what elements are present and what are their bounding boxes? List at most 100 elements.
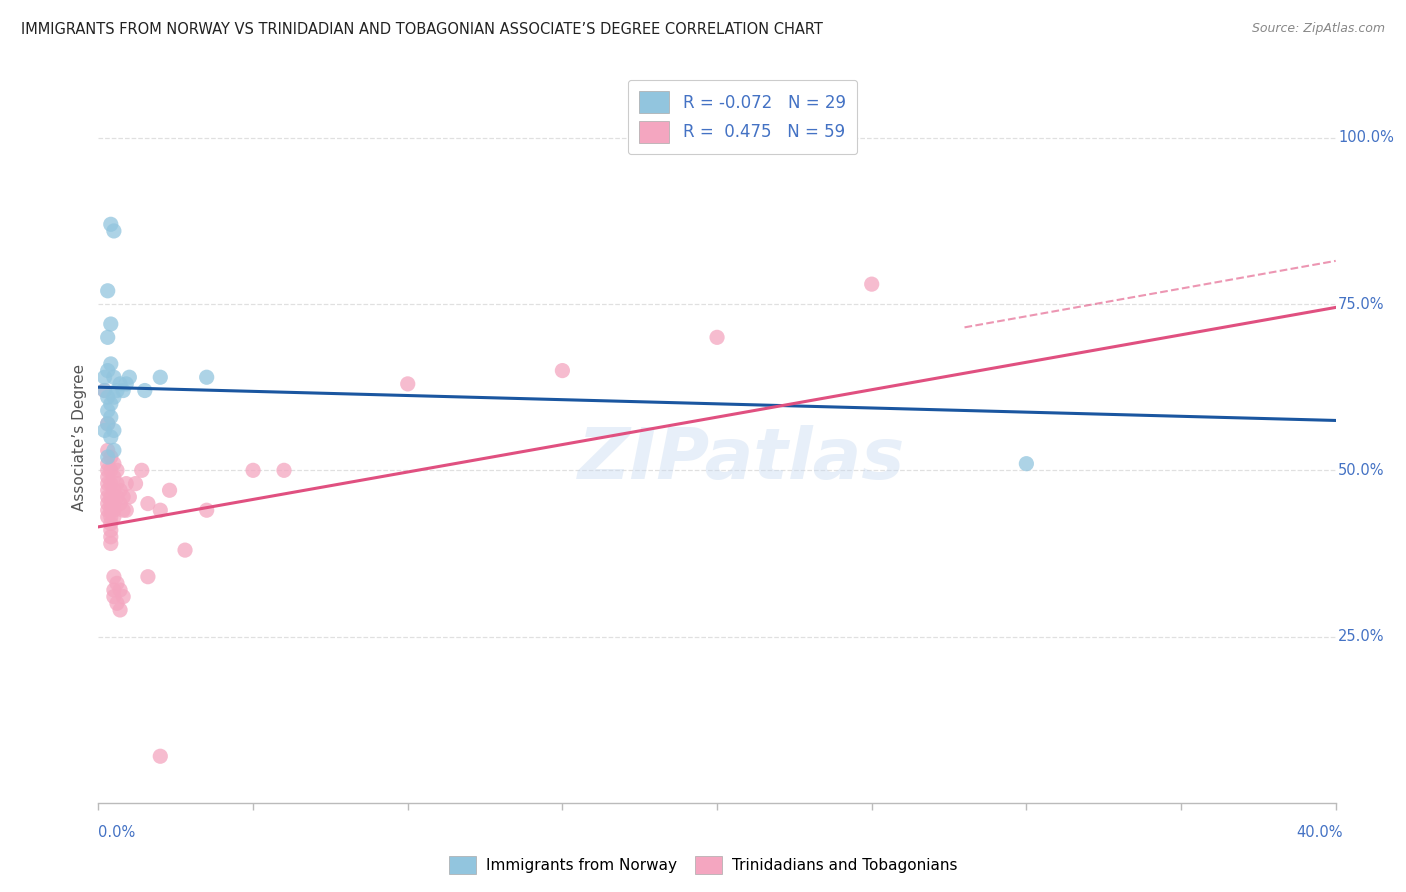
Point	[100, 476, 122, 491]
Point	[551, 363, 574, 377]
Point	[112, 590, 135, 604]
Point	[118, 370, 141, 384]
Point	[97, 463, 120, 477]
Point	[108, 483, 131, 498]
Point	[396, 376, 419, 391]
Point	[134, 384, 156, 398]
Point	[103, 503, 125, 517]
Point	[93, 424, 115, 438]
Y-axis label: Associate’s Degree: Associate’s Degree	[72, 364, 87, 510]
Point	[136, 497, 159, 511]
Point	[149, 370, 172, 384]
Point	[100, 523, 122, 537]
Point	[105, 490, 128, 504]
Point	[103, 582, 125, 597]
Point	[112, 384, 135, 398]
Point	[100, 490, 122, 504]
Text: 0.0%: 0.0%	[98, 825, 135, 840]
Text: 25.0%: 25.0%	[1339, 629, 1385, 644]
Point	[108, 582, 131, 597]
Point	[108, 376, 131, 391]
Point	[103, 497, 125, 511]
Point	[97, 403, 120, 417]
Text: ZIPatlas: ZIPatlas	[578, 425, 905, 493]
Point	[100, 450, 122, 464]
Point	[93, 384, 115, 398]
Point	[100, 357, 122, 371]
Point	[97, 490, 120, 504]
Text: 75.0%: 75.0%	[1339, 297, 1385, 311]
Point	[97, 417, 120, 431]
Point	[105, 476, 128, 491]
Point	[93, 370, 115, 384]
Point	[112, 503, 135, 517]
Point	[131, 463, 153, 477]
Point	[273, 463, 295, 477]
Point	[103, 390, 125, 404]
Point	[97, 509, 120, 524]
Point	[103, 509, 125, 524]
Point	[115, 503, 138, 517]
Point	[108, 497, 131, 511]
Point	[97, 284, 120, 298]
Text: IMMIGRANTS FROM NORWAY VS TRINIDADIAN AND TOBAGONIAN ASSOCIATE’S DEGREE CORRELAT: IMMIGRANTS FROM NORWAY VS TRINIDADIAN AN…	[21, 22, 823, 37]
Point	[97, 483, 120, 498]
Point	[108, 603, 131, 617]
Point	[100, 397, 122, 411]
Point	[103, 470, 125, 484]
Point	[242, 463, 264, 477]
Point	[103, 370, 125, 384]
Point	[105, 463, 128, 477]
Legend: Immigrants from Norway, Trinidadians and Tobagonians: Immigrants from Norway, Trinidadians and…	[443, 850, 963, 880]
Point	[97, 470, 120, 484]
Point	[100, 430, 122, 444]
Point	[124, 476, 146, 491]
Point	[100, 497, 122, 511]
Point	[118, 490, 141, 504]
Point	[100, 463, 122, 477]
Point	[195, 503, 218, 517]
Point	[860, 277, 883, 292]
Point	[100, 536, 122, 550]
Point	[103, 457, 125, 471]
Point	[100, 530, 122, 544]
Point	[100, 516, 122, 531]
Point	[103, 443, 125, 458]
Point	[100, 509, 122, 524]
Point	[159, 483, 181, 498]
Point	[115, 476, 138, 491]
Point	[103, 590, 125, 604]
Point	[97, 330, 120, 344]
Point	[105, 384, 128, 398]
Point	[105, 596, 128, 610]
Point	[174, 543, 197, 558]
Text: 100.0%: 100.0%	[1339, 130, 1395, 145]
Point	[97, 503, 120, 517]
Point	[105, 576, 128, 591]
Text: Source: ZipAtlas.com: Source: ZipAtlas.com	[1251, 22, 1385, 36]
Point	[1015, 457, 1038, 471]
Point	[103, 424, 125, 438]
Point	[149, 503, 172, 517]
Point	[149, 749, 172, 764]
Text: 40.0%: 40.0%	[1296, 825, 1343, 840]
Point	[103, 483, 125, 498]
Point	[97, 450, 120, 464]
Point	[100, 410, 122, 425]
Legend: R = -0.072   N = 29, R =  0.475   N = 59: R = -0.072 N = 29, R = 0.475 N = 59	[627, 79, 858, 154]
Point	[97, 497, 120, 511]
Point	[195, 370, 218, 384]
Point	[93, 384, 115, 398]
Point	[706, 330, 728, 344]
Point	[115, 376, 138, 391]
Point	[97, 457, 120, 471]
Point	[97, 443, 120, 458]
Text: 50.0%: 50.0%	[1339, 463, 1385, 478]
Point	[97, 363, 120, 377]
Point	[112, 490, 135, 504]
Point	[103, 224, 125, 238]
Point	[103, 570, 125, 584]
Point	[97, 390, 120, 404]
Point	[136, 570, 159, 584]
Point	[100, 217, 122, 231]
